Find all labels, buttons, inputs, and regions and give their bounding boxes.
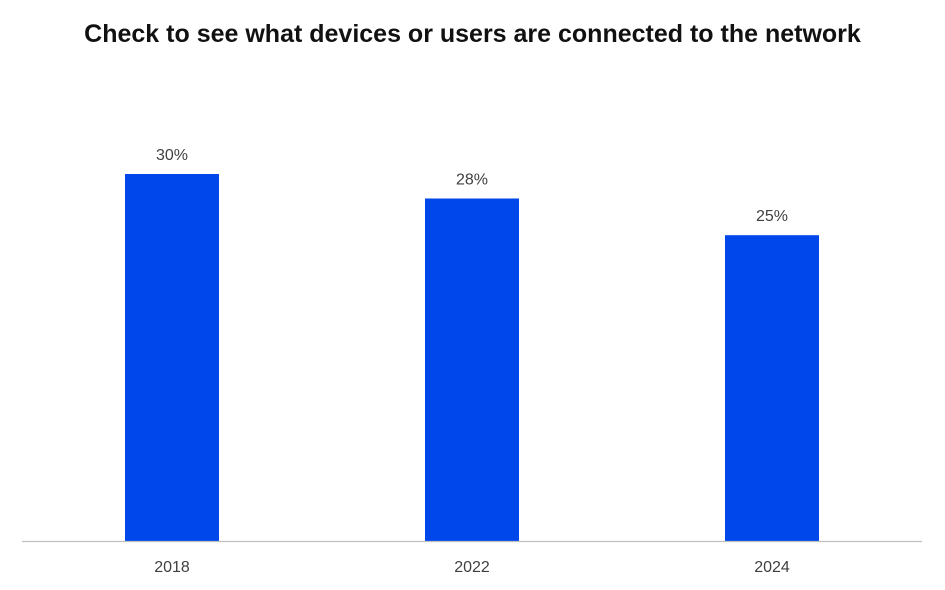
bar-2022 (425, 198, 519, 541)
value-labels-layer: 30% 28% 25% (156, 147, 788, 225)
value-label-2018: 30% (156, 147, 188, 164)
value-label-2022: 28% (456, 172, 488, 189)
bar-2024 (725, 235, 819, 541)
x-tick-label-2022: 2022 (454, 559, 490, 576)
chart-title: Check to see what devices or users are c… (84, 20, 861, 48)
x-tick-label-2024: 2024 (754, 559, 790, 576)
x-tick-labels-layer: 2018 2022 2024 (154, 559, 790, 576)
bars-layer (125, 174, 819, 541)
value-label-2024: 25% (756, 208, 788, 225)
x-tick-label-2018: 2018 (154, 559, 190, 576)
bar-2018 (125, 174, 219, 541)
